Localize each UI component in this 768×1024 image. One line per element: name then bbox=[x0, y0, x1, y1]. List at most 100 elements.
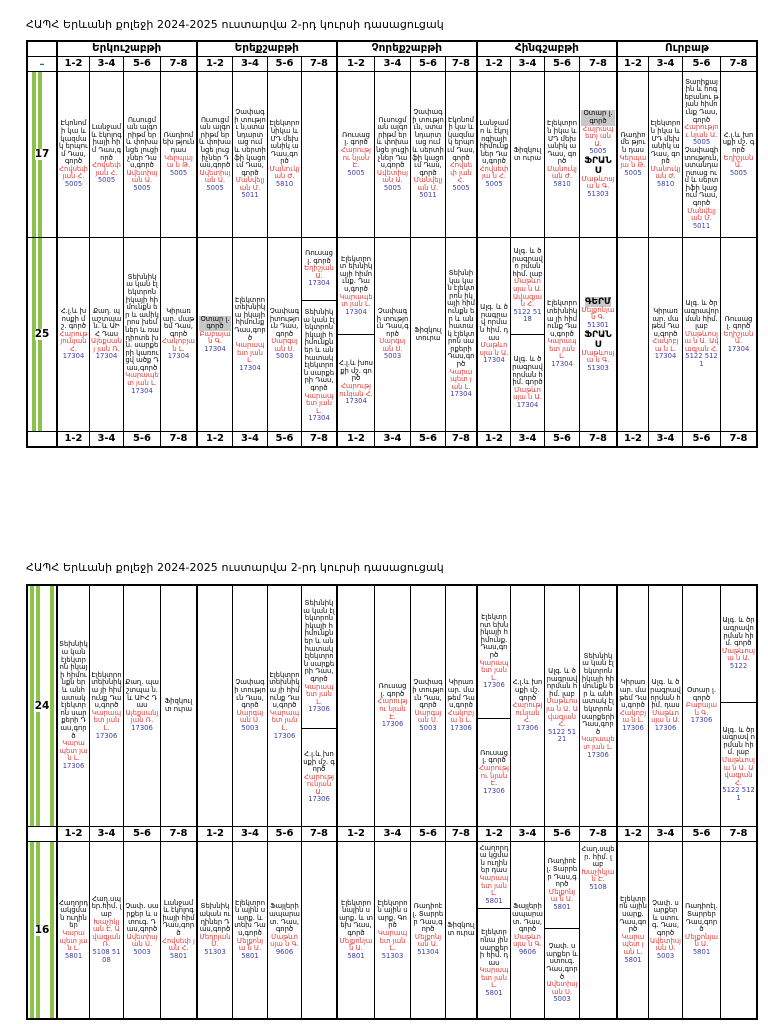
lesson-cell[interactable]: Չափագի տություն, ստանդարտաց ում և սերտիֆ… bbox=[410, 72, 445, 237]
slot-label: 5-6 bbox=[123, 432, 160, 446]
slot-label: 3-4 bbox=[374, 827, 410, 841]
lesson-cell[interactable]: Ռուսաց լ. գործ Հարությու նյան Է. 17306 bbox=[374, 586, 410, 826]
group-cell-17: 17 bbox=[28, 72, 56, 237]
day-monday: Երկուշաբթի bbox=[55, 42, 196, 56]
lesson-cell[interactable]: ԳԵՐՄ Մելքոնյա ն Գ. 51301 ՖՐԱՆՍ Մաթևոսյա ն Գ.… bbox=[579, 238, 616, 431]
lesson-cell[interactable]: Տեխնիկա կան էլեկտրոն իկայի հիմունքն եր և… bbox=[56, 586, 89, 826]
lesson-cell[interactable]: Տեխնիկա կան էլեկտրոն իկայի հիմունքն եր և… bbox=[445, 238, 476, 431]
lesson-cell[interactable]: Ուսուցման ալգորիթմ եր և փոխանցե լուցիչնե… bbox=[196, 72, 232, 237]
lesson-cell[interactable]: Ռուսաց լ. գործ Եղիշյան Ա. 17304 bbox=[720, 238, 756, 431]
lesson-cell[interactable]: Ֆայլերի ապարատ. Դաս,գործ Մաթևոսյա ն Գ. 960… bbox=[510, 842, 544, 1018]
lesson-cell[interactable]: Հաղորդ ակցման ուղիներ Կարապետ յան Լ. 5801 bbox=[56, 842, 89, 1018]
lesson-cell[interactable]: Ռուսաց լ. գործ Հարությու նյան Է. 17306 bbox=[478, 718, 510, 826]
group-row-24: 24 Տեխնիկա կան էլեկտրոն իկայի հիմունքն ե… bbox=[28, 586, 756, 827]
lesson-cell[interactable]: Չափ. սարքեր և ստուգ. Դաս,գործ Ավետիսյան Ս… bbox=[123, 842, 160, 1018]
lesson-cell[interactable]: Օտար լ. գործ Բաբայան Գ. 17304 bbox=[196, 238, 232, 431]
lesson-cell[interactable]: Էլեկտրոնային սարք. և տեխ Դաս,գործ Մելքոնյ… bbox=[336, 842, 374, 1018]
slot-label: 5-6 bbox=[544, 827, 579, 841]
lesson-cell[interactable]: Օտար լ. գործ Բաբայան Գ. 17306 bbox=[682, 586, 720, 826]
lesson-cell[interactable] bbox=[336, 586, 374, 826]
lesson-cell[interactable]: Ալգ. և ծրագրավ որման հիմ. լաբ Մաթևոսյա ն … bbox=[544, 586, 579, 826]
lesson-cell[interactable]: Տարիքային և հոգեբանու թյան հիմունք Դաս,գ… bbox=[682, 72, 720, 237]
lesson-cell[interactable]: Տեխնիկա կան էլեկտրոն իկայի հիմունքն եր և… bbox=[303, 599, 335, 714]
lesson-cell[interactable]: Էկոնոմի կա և կազմակ երպում Դաս,գործ Հովսե… bbox=[445, 72, 476, 237]
lesson-cell[interactable]: Էկոնոմի կա և կազմակ երպում Դաս,գործ Հովսե… bbox=[56, 72, 89, 237]
lesson-cell[interactable]: Ալգ. և ծրագրավ որման հիմ. դաս Մաթևոսյա ն … bbox=[476, 238, 510, 431]
lesson-cell[interactable]: Ֆայլերի ապարա տ. Դաս,գործ Մաթևոսյա ն Գ. 96… bbox=[267, 842, 301, 1018]
lesson-cell[interactable]: Չափագի տություն Դաս,գործ Սարգսյան Ս. 5003 bbox=[232, 586, 267, 826]
lesson-cell[interactable]: Հաղորդա կցման ուղիներ դաս Կարապետ յան Լ. 5… bbox=[479, 843, 509, 905]
day-tuesday: Երեքշաբթի bbox=[195, 42, 336, 56]
lesson-cell[interactable]: Ուսուցման ալգորիթմ եր և փոխանցե լուցիչնե… bbox=[374, 72, 410, 237]
lesson-cell[interactable]: Էլեկտրոն ային սարք. Գործ Կարապետ յան Լ. 51… bbox=[374, 842, 410, 1018]
lesson-cell[interactable]: Ռադիոմեխ թյուն դաս Կերպայա ն Թ. 5005 bbox=[160, 72, 196, 237]
lesson-cell[interactable]: Չափագի տությու ն,ստա նդարտաց ում և սերտի… bbox=[232, 72, 267, 237]
lesson-cell[interactable]: Օտար լ. գործ Հայրապետյ ան Ա. 5005 ՖՐԱՆՍ Մաթև… bbox=[581, 109, 615, 199]
lesson-cell[interactable]: Չափագ իտություն Դաս,գործ Սարգսյան Ս. 5003 bbox=[267, 238, 301, 431]
collapse-icon[interactable]: – bbox=[39, 58, 45, 70]
slot-label: 7-8 bbox=[445, 827, 476, 841]
lesson-cell[interactable]: Ռադիոմե թյուն դաս Կերպայա ն Թ. 5005 bbox=[616, 72, 648, 237]
lesson-cell[interactable]: Էլեկտրո տեխնիկա յի հիմունք Դաս,գործ Կարապ… bbox=[267, 586, 301, 826]
lesson-cell[interactable]: Ֆիզկուլտ ուրա bbox=[160, 586, 196, 826]
lesson-cell[interactable]: Լանջամ և էկոլոգ իայի հիմ Դաս,գործ Հովսեփ … bbox=[89, 72, 123, 237]
lesson-cell[interactable]: Էլեկտրոն իկա և ՄԴ մեխանիկ ա Դաս, գործ Ման… bbox=[648, 72, 682, 237]
lesson-cell[interactable]: Ֆիզկուլտ ուրա bbox=[510, 72, 544, 237]
lesson-cell[interactable]: Հ.լ.և խոսքի մշ. գործ Հարությունյան Հ. 1730… bbox=[56, 238, 89, 431]
slot-label: 1-2 bbox=[56, 827, 89, 841]
lesson-cell[interactable]: Էլեկտրոտ եխնիկայի հիմունք. Դաս,գործ Կարապ… bbox=[339, 254, 373, 316]
lesson-cell[interactable]: Էլեկտրո տեխնիկա իկայի հիմունք Դաս,գործ Կա… bbox=[232, 238, 267, 431]
lesson-cell[interactable]: Ալգ. և ծրագրավոր ման հիմ. լաբ Մաթևոսյա ն … bbox=[682, 238, 720, 431]
lesson-cell[interactable]: Չափ. սարքեր և ստուգ. Դաս,գործ Ավետիսյան Ս… bbox=[648, 842, 682, 1018]
lesson-cell[interactable]: Էլեկտրո նիկա և ՄԴ մեխանիկ ա Դաս,գործ Մանո… bbox=[267, 72, 301, 237]
lesson-cell[interactable]: Քաղ. պաշտպա ն. և ԱԻՀ Դաս Ալեքսանյ յան Ռ. 1… bbox=[89, 238, 123, 431]
lesson-cell[interactable] bbox=[616, 238, 648, 431]
lesson-cell[interactable]: Էլեկտրոտ եխնիկայի հիմունք. Դաս,գործ Կարապ… bbox=[479, 613, 509, 690]
lesson-cell[interactable]: Ալգ. և ծրագրավո րման հիմ. գործ Մաթևոսյա ն… bbox=[722, 616, 755, 670]
lesson-cell[interactable]: Քաղ. պաշտպա ն. և ԱԻՀ Դաս Ալեքսանյ յան Ռ. 1… bbox=[123, 586, 160, 826]
lesson-cell[interactable]: Ալգ. և ծրագրավ որման հիմ. գործ Մաթևոսյա ն… bbox=[511, 334, 544, 431]
lesson-cell[interactable] bbox=[196, 586, 232, 826]
lesson-cell[interactable] bbox=[301, 72, 336, 237]
lesson-cell[interactable]: Էլեկտրո տեխնիկա յի հիմունք Դաս,գործ Կարապ… bbox=[89, 586, 123, 826]
lesson-cell[interactable]: Ալգ. և ծրագրավ որման հիմ. լաբ Մաթևոսյա ն … bbox=[721, 702, 756, 826]
lesson-cell[interactable]: Հ.լ.և խոսքի մշ. գործ Հարությունյան Հ. 1730… bbox=[338, 334, 374, 431]
lesson-cell[interactable]: Լանջամո և էկոլոգիայի հիմունք ներ Դաս,գոր… bbox=[476, 72, 510, 237]
lesson-cell[interactable]: Ֆիզկուլտուրա bbox=[410, 238, 445, 431]
lesson-cell[interactable]: Հաղ.սպ եր.հիմ. լաբ Խաչիկյան Է. Ավագյան Ռ.… bbox=[89, 842, 123, 1018]
lesson-cell[interactable]: Ֆիզկուլտ ուրա bbox=[445, 842, 476, 1018]
lesson-cell[interactable]: Տեխնիկա կան էլեկտրոն իկայի հիմունքն եր և… bbox=[579, 586, 616, 826]
lesson-cell[interactable]: Ուսուցման ալգորիթմ եր և փոխանցե լուցիչնե… bbox=[123, 72, 160, 237]
lesson-cell[interactable]: Էլեկտրոն իկա և ՄԴ մեխանիկ ա Դաս, գործ Ման… bbox=[544, 72, 579, 237]
lesson-cell[interactable]: Էլեկտրո տեխնիկա յի հիմունք Դաս,գործ Կարապ… bbox=[544, 238, 579, 431]
lesson-cell[interactable]: Ռադիոէլ. Տարրեր Դաս,գործ Մելքոնյան Ա. 5130… bbox=[410, 842, 445, 1018]
lesson-cell[interactable]: Տեխնիկական ուղիներ Դաս,գործ Մեղրյան Մ. 513… bbox=[196, 842, 232, 1018]
lesson-cell[interactable]: Ռադիոէլ. Տարրեր Դաս,գործ Մելքոնյան Ա. 5801 bbox=[682, 842, 720, 1018]
lesson-cell[interactable]: Տեխնիկա կան էլեկտրոն իկայի հիմունքն եր և… bbox=[123, 238, 160, 431]
lesson-cell[interactable]: Ալգ. և ծրագրավ որման հիմ. դաս Մաթևոսյա ն … bbox=[648, 586, 682, 826]
lesson-cell[interactable]: Հաղ.սպեր. հիմ. լաբ Խաչիկյան Է. 5108 bbox=[579, 842, 616, 1018]
lesson-cell[interactable]: Կիրառ ար. մաթեմ Դաս,գործ Հակոբյա ն Լ. 1730… bbox=[160, 238, 196, 431]
lesson-cell[interactable]: Էլեկտրոն ային սարք. և տեխ Դաս,գործ Մելքոն… bbox=[232, 842, 267, 1018]
lesson-cell[interactable]: Էլեկտրոնա յին սարքերի հիմ. դաս Կարապետ յա… bbox=[478, 908, 510, 1018]
lesson-cell[interactable]: Ռուսաց լ. գործ Եղիշյան Ա. 17304 bbox=[304, 249, 334, 288]
lesson-cell[interactable]: Էլեկտրոն ային սարք. Դաս,գործ Կարապետ յան … bbox=[616, 842, 648, 1018]
lesson-cell[interactable]: Հ.լ.և խոսքի մշ. գործ Հարությունյան Հ. 1730… bbox=[510, 586, 544, 826]
minus-cell[interactable]: – bbox=[28, 57, 56, 71]
lesson-cell[interactable]: Կիրառ ար. մաթեմ Դաս,գործ Հակոբյա ն Լ. 1730… bbox=[616, 586, 648, 826]
lesson-cell[interactable] bbox=[301, 842, 336, 1018]
lesson-cell[interactable]: Կիրառ ար. մաթեմ Դաս,գործ Հակոբյա ն Լ. 1730… bbox=[648, 238, 682, 431]
lesson-cell[interactable]: Ռուսաց լ. գործ Հարությու նյան Է. 5005 bbox=[336, 72, 374, 237]
lesson-cell[interactable]: Չափ. սարքեր և ստուգ. Դաս,գործ Ավետիսյան Ս… bbox=[545, 928, 579, 1018]
lesson-cell[interactable]: Ռադիոէլ. Տարրեր Դաս,գործ Մելքոնյա ն Ա. 580… bbox=[546, 857, 578, 911]
lesson-cell[interactable]: Չափագի տություն Դաս,գործ Սարգսյան Ս. 5003 bbox=[410, 586, 445, 826]
lesson-cell[interactable]: Հ.լ.և խոսքի մշ. գործ Հարությունյան Ա. 1730… bbox=[302, 728, 336, 826]
lesson-cell[interactable]: Կիրառ ար. մաթեմ Դաս,գործ Հակոբյա ն Լ. 1730… bbox=[445, 586, 476, 826]
lesson-cell[interactable]: Լանջամ և էկոլոգ իայի հիմ Դաս,գործ Հովսեփ … bbox=[160, 842, 196, 1018]
lesson-cell[interactable]: Ալգ. և ծրագրավո րման հիմ. լաբ Մաթևոսյա ն … bbox=[512, 247, 543, 324]
lesson-cell[interactable]: Տեխնիկա կան էլեկտրոն իկայի հիմունքն եր և… bbox=[302, 300, 336, 431]
slot-label: 5-6 bbox=[123, 57, 160, 71]
lesson-cell[interactable]: Չափագի տություն Դաս,գործ Սարգսյան Ս. 5003 bbox=[374, 238, 410, 431]
lesson-cell[interactable]: Հ.լ.և խոսքի մշ. գործ Եղիշյան Ա. 5005 bbox=[720, 72, 756, 237]
lesson-cell[interactable] bbox=[720, 842, 756, 1018]
